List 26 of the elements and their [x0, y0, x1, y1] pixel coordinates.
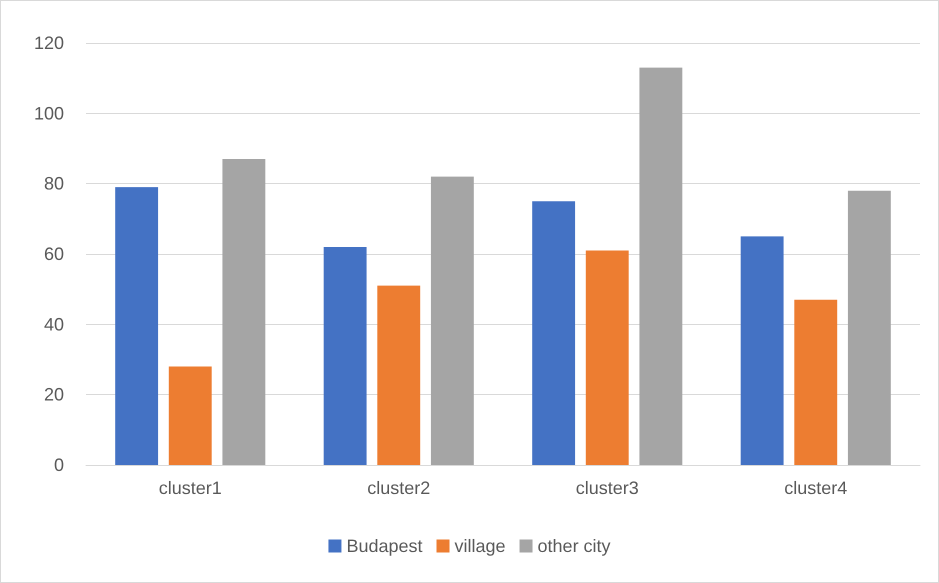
bar [794, 300, 838, 465]
y-tick-label: 0 [54, 455, 64, 475]
bar [222, 159, 266, 465]
bar [586, 250, 629, 465]
x-tick-label: cluster4 [784, 478, 848, 498]
x-tick-label: cluster3 [576, 478, 639, 498]
x-tick-label: cluster1 [158, 478, 222, 498]
legend-label: village [454, 536, 506, 556]
bar [639, 68, 682, 465]
legend-label: Budapest [346, 536, 423, 556]
bar [324, 246, 367, 465]
bar [377, 286, 420, 465]
y-tick-label: 60 [44, 244, 64, 264]
bar [115, 187, 158, 465]
bar [740, 236, 784, 465]
bar [848, 190, 891, 465]
x-tick-label: cluster2 [367, 478, 430, 498]
y-tick-label: 100 [34, 103, 64, 124]
legend-label: other city [538, 536, 611, 556]
y-tick-label: 40 [44, 314, 64, 334]
bar [168, 366, 212, 465]
bar [430, 176, 474, 465]
y-tick-label: 20 [44, 384, 64, 405]
y-tick-label: 80 [44, 174, 64, 194]
bar [532, 201, 576, 465]
y-tick-label: 120 [34, 33, 64, 53]
